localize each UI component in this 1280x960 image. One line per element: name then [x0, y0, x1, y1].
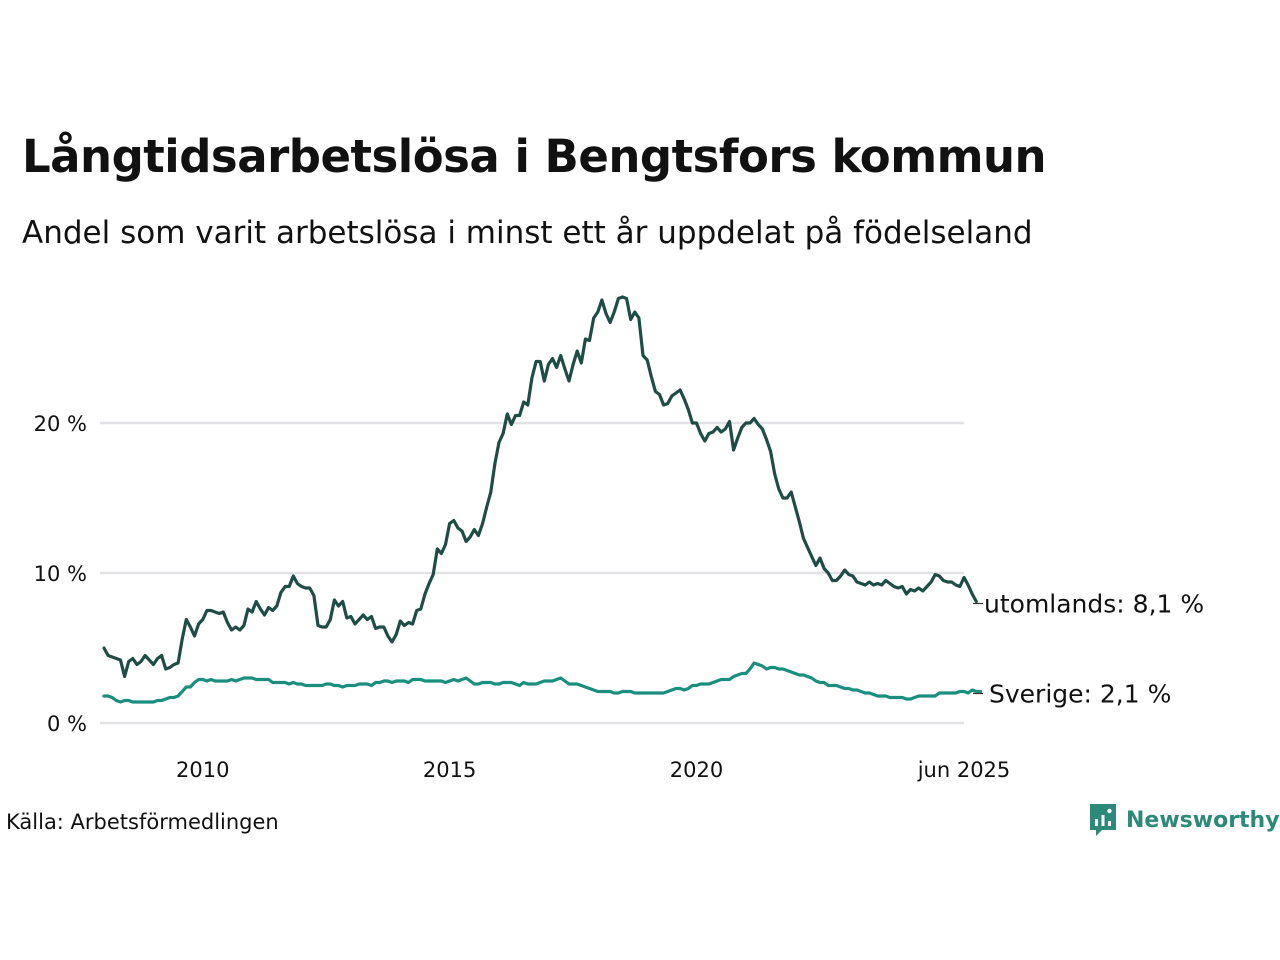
line-chart: 0 % 10 % 20 % 2010 2015 2020 jun 2025 utomlan… [34, 295, 1204, 782]
gridlines [100, 421, 964, 725]
chart-title: Långtidsarbetslösa i Bengtsfors kommun [22, 130, 1047, 183]
series-end-label: Sverige: 2,1 % [989, 680, 1171, 709]
y-tick-label: 0 % [47, 712, 87, 736]
x-tick-label: 2010 [176, 758, 229, 782]
brand-logo[interactable]: Newsworthy [1088, 802, 1280, 838]
x-tick-label: 2020 [670, 758, 723, 782]
newsworthy-logo-icon [1090, 804, 1116, 836]
series-end-labels: utomlands: 8,1 % Sverige: 2,1 % [973, 590, 1204, 709]
y-tick-label: 10 % [34, 562, 87, 586]
x-axis-tick-labels: 2010 2015 2020 jun 2025 [176, 758, 1010, 782]
y-axis-tick-labels: 0 % 10 % 20 % [34, 412, 87, 736]
chart-subtitle: Andel som varit arbetslösa i minst ett å… [22, 215, 1033, 251]
y-tick-label: 20 % [34, 412, 87, 436]
brand-name: Newsworthy [1126, 807, 1280, 833]
series-line-sverige [102, 661, 983, 704]
series-line-utomlands [102, 295, 978, 679]
source-note: Källa: Arbetsförmedlingen [6, 810, 279, 834]
x-tick-label: 2015 [423, 758, 476, 782]
x-tick-label: jun 2025 [917, 758, 1011, 782]
series-lines [102, 295, 983, 704]
series-end-label: utomlands: 8,1 % [984, 590, 1204, 619]
